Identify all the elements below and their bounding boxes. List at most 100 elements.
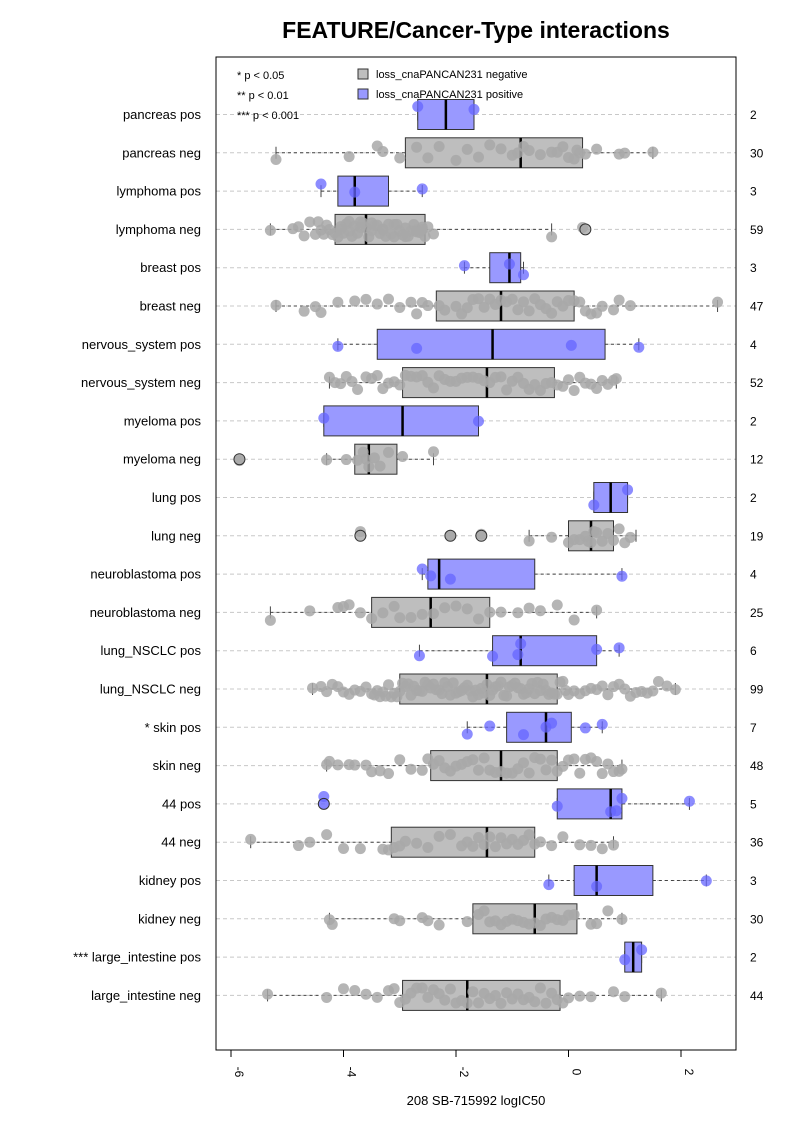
count-label: 3 xyxy=(750,874,757,888)
x-tick-label: -6 xyxy=(232,1067,246,1078)
data-point xyxy=(495,997,507,1009)
data-point xyxy=(501,384,513,396)
data-point xyxy=(405,611,417,623)
row-label: lung_NSCLC pos xyxy=(101,643,202,658)
row-label: lung_NSCLC neg xyxy=(100,682,201,697)
data-point xyxy=(468,103,480,115)
data-point xyxy=(506,293,518,305)
data-point xyxy=(574,990,586,1002)
chart-title: FEATURE/Cancer-Type interactions xyxy=(282,17,670,43)
data-point xyxy=(523,829,535,841)
box xyxy=(427,558,536,590)
data-point xyxy=(518,296,529,308)
row-label: breast pos xyxy=(140,260,201,275)
row-label: breast neg xyxy=(140,299,201,314)
data-point xyxy=(633,341,645,353)
count-label: 5 xyxy=(750,797,757,811)
data-point xyxy=(416,224,428,236)
box xyxy=(489,252,522,284)
data-point xyxy=(323,755,335,767)
x-tick-label: 0 xyxy=(570,1069,584,1076)
data-point xyxy=(647,146,659,158)
data-point xyxy=(304,836,316,848)
data-point xyxy=(613,642,625,654)
data-point xyxy=(428,446,439,458)
count-label: 4 xyxy=(750,338,757,352)
data-point xyxy=(422,915,434,927)
data-point xyxy=(591,604,603,616)
data-point xyxy=(394,301,406,313)
data-point xyxy=(616,913,628,925)
data-point xyxy=(467,986,479,998)
data-point xyxy=(422,991,434,1003)
data-point xyxy=(534,149,546,161)
data-point xyxy=(653,675,664,687)
data-point xyxy=(596,680,608,692)
data-point xyxy=(371,298,383,310)
data-point xyxy=(591,880,603,892)
data-point xyxy=(546,307,558,319)
row-label: 44 pos xyxy=(162,796,202,811)
data-point xyxy=(366,612,378,624)
data-point xyxy=(616,763,628,775)
data-point xyxy=(495,143,507,155)
data-point xyxy=(383,293,394,305)
data-point xyxy=(503,258,515,270)
data-point xyxy=(388,983,400,995)
data-point xyxy=(264,614,276,626)
data-point xyxy=(546,717,558,729)
data-point xyxy=(461,728,473,740)
data-point xyxy=(613,294,625,306)
data-point xyxy=(413,650,425,662)
data-point xyxy=(377,146,389,158)
data-point xyxy=(484,606,496,618)
data-point xyxy=(444,829,456,841)
data-point xyxy=(425,570,437,582)
data-point xyxy=(270,299,282,311)
data-point xyxy=(495,371,507,383)
data-point xyxy=(568,909,580,921)
row-label: kidney neg xyxy=(138,911,201,926)
data-point xyxy=(683,795,695,807)
data-point xyxy=(534,836,546,848)
data-point xyxy=(543,879,555,891)
row-label: * skin pos xyxy=(145,720,202,735)
data-point xyxy=(495,676,507,688)
data-point xyxy=(444,573,456,585)
data-point xyxy=(518,757,529,769)
data-point xyxy=(461,916,473,928)
data-point xyxy=(245,833,257,845)
box xyxy=(506,711,572,743)
data-point xyxy=(354,843,366,855)
data-point xyxy=(574,839,586,851)
data-point xyxy=(307,682,319,694)
data-point xyxy=(467,840,479,852)
data-point xyxy=(388,600,400,612)
data-point xyxy=(540,997,552,1009)
data-point xyxy=(608,304,619,316)
x-tick-label: 2 xyxy=(682,1069,696,1076)
row-label: myeloma neg xyxy=(123,452,201,467)
data-point xyxy=(563,992,574,1004)
data-point xyxy=(484,720,496,732)
data-point xyxy=(523,767,535,779)
data-point xyxy=(602,689,614,701)
data-point xyxy=(394,379,406,391)
data-point xyxy=(596,535,608,547)
data-point xyxy=(374,765,386,777)
legend-swatch xyxy=(357,88,369,100)
box xyxy=(337,175,389,207)
x-tick-label: -4 xyxy=(345,1067,359,1078)
data-point xyxy=(298,305,310,317)
data-point xyxy=(433,919,445,931)
data-point xyxy=(343,599,355,611)
row-label: nervous_system neg xyxy=(81,375,201,390)
row-label: pancreas neg xyxy=(122,145,201,160)
data-point xyxy=(405,763,417,775)
data-point xyxy=(557,675,569,687)
row-label: nervous_system pos xyxy=(82,337,202,352)
data-point xyxy=(512,649,524,661)
data-point xyxy=(293,221,304,233)
data-point xyxy=(338,843,349,855)
data-point xyxy=(546,231,558,243)
